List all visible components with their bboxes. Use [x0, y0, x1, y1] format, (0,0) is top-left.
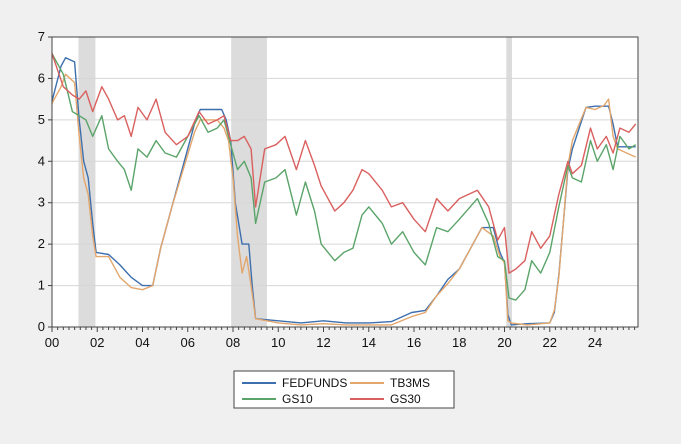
- y-tick-label: 5: [38, 112, 45, 127]
- x-tick-label: 02: [90, 335, 104, 350]
- y-tick-label: 3: [38, 195, 45, 210]
- recession-band: [78, 37, 96, 327]
- x-tick-label: 24: [588, 335, 602, 350]
- recession-band: [231, 37, 267, 327]
- x-tick-label: 00: [45, 335, 59, 350]
- x-tick-label: 04: [135, 335, 149, 350]
- y-tick-label: 2: [38, 236, 45, 251]
- legend-label: FEDFUNDS: [282, 376, 347, 390]
- legend-label: GS30: [390, 392, 421, 406]
- x-axis: 00 02 04 06 08 10 12 14 16 18 20 22 24: [45, 327, 636, 350]
- y-axis: 0 1 2 3 4 5 6 7: [38, 29, 52, 334]
- legend: FEDFUNDS TB3MS GS10 GS30: [233, 370, 455, 409]
- x-tick-label: 22: [543, 335, 557, 350]
- x-tick-label: 08: [226, 335, 240, 350]
- plot-frame: [51, 36, 639, 328]
- series-line-gs30: [51, 53, 637, 274]
- y-tick-label: 4: [38, 153, 45, 168]
- legend-label: GS10: [282, 392, 313, 406]
- legend-label: TB3MS: [390, 376, 430, 390]
- y-tick-label: 7: [38, 29, 45, 44]
- series-line-gs10: [51, 53, 637, 301]
- recession-band: [506, 37, 512, 327]
- plot-area: [52, 37, 638, 327]
- x-tick-label: 20: [497, 335, 511, 350]
- series-lines: [51, 53, 637, 326]
- x-tick-label: 06: [181, 335, 195, 350]
- legend-box: [233, 370, 455, 409]
- x-tick-label: 10: [271, 335, 285, 350]
- y-tick-label: 1: [38, 278, 45, 293]
- recession-bands: [78, 37, 512, 327]
- series-line-tb3ms: [51, 73, 636, 326]
- x-tick-label: 16: [407, 335, 421, 350]
- x-tick-label: 14: [362, 335, 376, 350]
- x-tick-label: 18: [452, 335, 466, 350]
- x-tick-label: 12: [316, 335, 330, 350]
- y-tick-label: 6: [38, 70, 45, 85]
- y-tick-label: 0: [38, 319, 45, 334]
